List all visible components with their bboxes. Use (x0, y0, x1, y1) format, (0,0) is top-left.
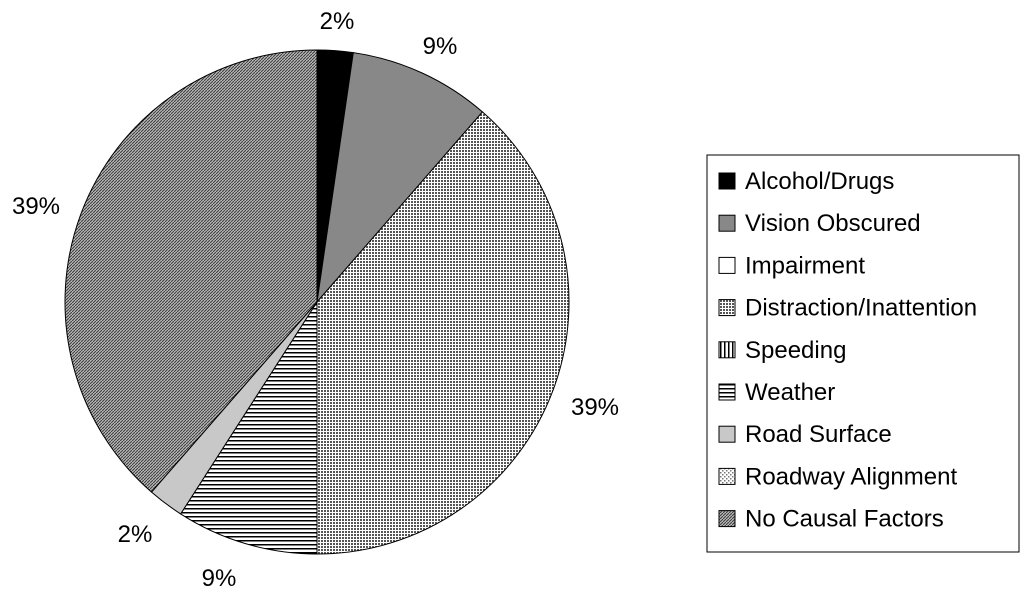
legend-item-weather: Weather (718, 379, 835, 406)
legend-swatch-roadway-alignment (718, 467, 736, 485)
legend-swatch-alcohol-drugs (718, 172, 736, 190)
legend-swatch-distraction-inattention (718, 299, 736, 317)
legend-swatch-no-causal-factors (718, 510, 736, 528)
data-label-alcohol-drugs: 2% (320, 8, 355, 35)
legend-label-vision-obscured: Vision Obscured (745, 210, 921, 237)
legend-swatch-vision-obscured (718, 214, 736, 232)
legend-item-distraction-inattention: Distraction/Inattention (718, 295, 977, 322)
data-label-distraction-inattention: 39% (571, 394, 619, 421)
legend-item-road-surface: Road Surface (718, 421, 892, 448)
legend-label-distraction-inattention: Distraction/Inattention (745, 295, 977, 322)
legend-item-alcohol-drugs: Alcohol/Drugs (718, 168, 894, 195)
legend-swatch-speeding (718, 341, 736, 359)
legend-label-weather: Weather (745, 379, 835, 406)
legend-swatch-road-surface (718, 425, 736, 443)
legend-label-impairment: Impairment (745, 252, 865, 279)
pie-slice-no-causal-factors (64, 49, 318, 493)
pie-slice-vision-obscured (316, 52, 484, 304)
legend-label-alcohol-drugs: Alcohol/Drugs (745, 168, 894, 195)
legend-label-roadway-alignment: Roadway Alignment (745, 463, 957, 490)
pie-data-labels: 2% 9% 39% 9% 2% 39% (12, 8, 619, 590)
data-label-road-surface: 2% (118, 521, 153, 548)
pie-slice-weather (179, 300, 318, 555)
legend: Alcohol/Drugs Vision Obscured Impairment Di… (706, 154, 1020, 553)
pie-slice-distraction-inattention (316, 111, 570, 555)
legend-swatch-impairment (718, 256, 736, 274)
legend-item-speeding: Speeding (718, 337, 846, 364)
pie-slices (64, 49, 570, 555)
legend-box (706, 154, 1020, 553)
legend-label-speeding: Speeding (745, 337, 846, 364)
legend-item-no-causal-factors: No Causal Factors (718, 506, 944, 533)
legend-label-no-causal-factors: No Causal Factors (745, 506, 944, 533)
legend-item-vision-obscured: Vision Obscured (718, 210, 921, 237)
data-label-weather: 9% (202, 565, 237, 590)
legend-item-roadway-alignment: Roadway Alignment (718, 463, 957, 490)
data-label-vision-obscured: 9% (423, 33, 458, 60)
data-label-no-causal-factors: 39% (12, 193, 60, 220)
legend-label-road-surface: Road Surface (745, 421, 892, 448)
legend-swatch-weather (718, 383, 736, 401)
legend-item-impairment: Impairment (718, 252, 865, 279)
